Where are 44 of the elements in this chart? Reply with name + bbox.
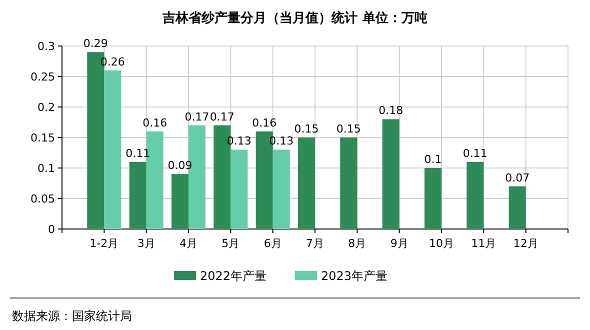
data-label: 0.18 (378, 104, 404, 118)
bar (340, 138, 358, 229)
legend-label: 2023年产量 (321, 269, 388, 283)
data-label: 0.11 (462, 146, 488, 160)
y-tick-label: 0.05 (30, 192, 55, 206)
data-label: 0.15 (294, 122, 319, 136)
y-tick-label: 0.3 (38, 40, 55, 53)
chart-title: 吉林省纱产量分月（当月值）统计 单位：万吨 (162, 10, 428, 26)
data-label: 0.07 (505, 171, 530, 184)
legend-label: 2022年产量 (200, 269, 267, 283)
y-tick-label: 0.2 (38, 101, 55, 114)
bar (466, 162, 484, 229)
bar (298, 138, 315, 229)
x-tick-label: 7月 (306, 237, 324, 250)
bar (129, 162, 146, 229)
x-tick-label: 11月 (471, 237, 496, 250)
data-label: 0.17 (210, 110, 234, 124)
x-tick-label: 3月 (137, 237, 156, 250)
bar (172, 174, 188, 229)
x-tick-label: 8月 (348, 237, 366, 250)
y-tick-label: 0.1 (38, 162, 55, 175)
bar (272, 150, 290, 229)
data-label: 0.1 (424, 153, 442, 166)
x-tick-label: 5月 (222, 237, 240, 250)
data-label: 0.17 (184, 110, 210, 124)
bar (230, 150, 248, 229)
data-label: 0.16 (142, 116, 168, 130)
x-tick-label: 10月 (429, 237, 454, 250)
bar (382, 119, 400, 229)
x-tick-label: 4月 (180, 237, 198, 250)
x-tick-label: 1-2月 (90, 237, 119, 250)
y-tick-label: 0 (48, 223, 55, 236)
data-label: 0.15 (336, 122, 361, 136)
x-tick-label: 12月 (513, 237, 538, 250)
data-label: 0.29 (83, 37, 108, 50)
bar (104, 70, 122, 229)
source-note: 数据来源：国家统计局 (12, 309, 132, 323)
x-tick-label: 9月 (390, 237, 408, 250)
y-tick-label: 0.15 (30, 132, 55, 144)
data-label: 0.16 (252, 116, 277, 130)
y-tick-label: 0.25 (30, 70, 55, 84)
bar (508, 186, 526, 229)
bar (424, 168, 442, 229)
x-tick-label: 6月 (264, 237, 282, 250)
